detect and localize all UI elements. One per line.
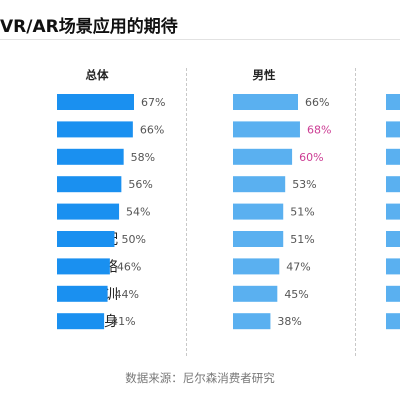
bar-cropped: [386, 94, 400, 110]
panel-divider: [355, 68, 356, 356]
bar-total: [57, 94, 134, 110]
data-label-total: 56%: [128, 178, 152, 191]
data-source: 数据来源：尼尔森消费者研究: [125, 371, 275, 385]
bar-male: [233, 121, 300, 138]
data-label-male: 47%: [286, 260, 310, 273]
bar-male: [233, 203, 284, 220]
bar-total: [57, 148, 124, 165]
bar-male: [233, 313, 271, 330]
data-label-total: 41%: [111, 315, 135, 328]
bar-total: [57, 258, 110, 275]
data-label-male: 38%: [277, 315, 301, 328]
data-label-total: 50%: [121, 233, 145, 246]
data-label-male: 45%: [284, 288, 308, 301]
bar-cropped: [386, 203, 400, 220]
title-divider: [0, 39, 400, 40]
data-label-male: 68%: [307, 123, 331, 136]
bar-cropped: [386, 313, 400, 330]
data-label-total: 66%: [140, 123, 164, 136]
bar-total: [57, 203, 120, 220]
bar-cropped: [386, 285, 400, 302]
data-label-total: 46%: [117, 260, 141, 273]
data-label-male: 53%: [292, 178, 316, 191]
bar-total: [57, 121, 133, 138]
panel-header-total: 总体: [85, 68, 109, 82]
data-label-total: 67%: [141, 96, 165, 109]
bar-male: [233, 231, 284, 247]
bar-male: [233, 94, 298, 110]
data-label-total: 58%: [131, 151, 155, 164]
bar-male: [233, 258, 280, 275]
bar-total: [57, 176, 122, 193]
bar-cropped: [386, 176, 400, 193]
data-label-male: 60%: [299, 151, 323, 164]
bar-cropped: [386, 148, 400, 165]
data-label-total: 54%: [126, 206, 150, 219]
bar-cropped: [386, 258, 400, 275]
data-label-male: 51%: [290, 206, 314, 219]
data-label-male: 66%: [305, 96, 329, 109]
panel-divider: [186, 68, 187, 356]
bar-male: [233, 285, 278, 302]
panel-header-male: 男性: [252, 68, 276, 82]
data-label-male: 51%: [290, 233, 314, 246]
bar-cropped: [386, 231, 400, 247]
bar-cropped: [386, 121, 400, 138]
bar-total: [57, 285, 108, 302]
bar-total: [57, 231, 115, 247]
chart-title: VR/AR场景应用的期待: [0, 17, 178, 37]
bar-total: [57, 313, 105, 330]
data-label-total: 44%: [115, 288, 139, 301]
bar-male: [233, 176, 286, 193]
bar-male: [233, 148, 293, 165]
